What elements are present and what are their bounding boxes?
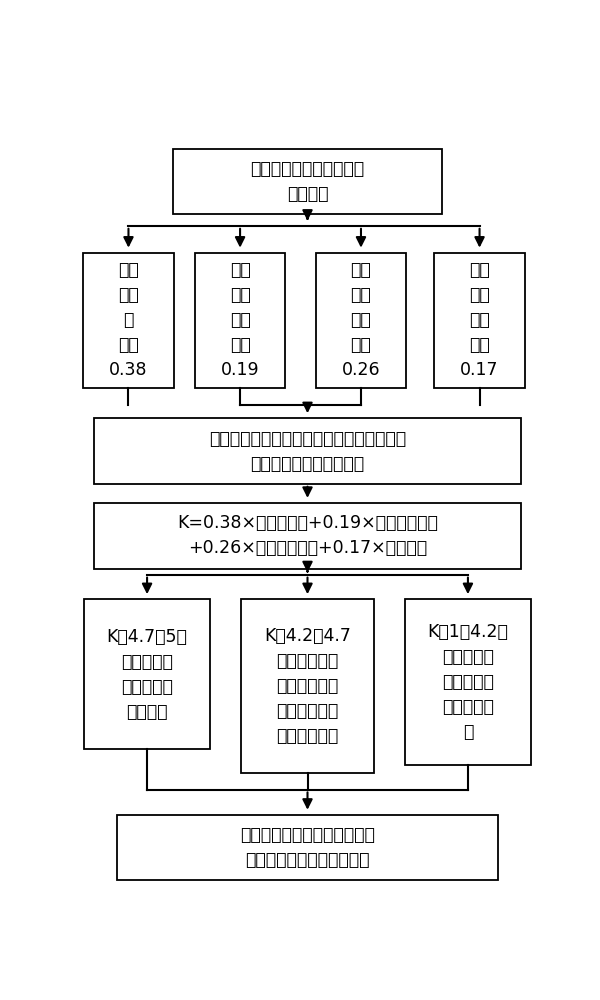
- Bar: [117, 815, 498, 880]
- Text: K为4.2～4.7
依据实际情况
考虑是否纳入
换热器群清洗
预测管理系统: K为4.2～4.7 依据实际情况 考虑是否纳入 换热器群清洗 预测管理系统: [264, 627, 351, 745]
- Text: 结垢
状况
等级
权重
0.19: 结垢 状况 等级 权重 0.19: [221, 261, 259, 379]
- Text: 清洗
难易
等级
权重
0.17: 清洗 难易 等级 权重 0.17: [460, 261, 499, 379]
- Text: 生产
重要
性
权重
0.38: 生产 重要 性 权重 0.38: [109, 261, 148, 379]
- Bar: [94, 503, 521, 569]
- Bar: [83, 253, 174, 388]
- Text: 泄漏
次数
等级
权重
0.26: 泄漏 次数 等级 权重 0.26: [341, 261, 380, 379]
- Bar: [405, 599, 531, 765]
- Text: 依据确定的各因素打分准则，对装置内每台
换热器按各因素进行打分: 依据确定的各因素打分准则，对装置内每台 换热器按各因素进行打分: [209, 430, 406, 473]
- Bar: [173, 149, 442, 214]
- Bar: [84, 599, 210, 749]
- Text: K为1～4.2时
不需纳入换
热器群清洗
预测管理系
统: K为1～4.2时 不需纳入换 热器群清洗 预测管理系 统: [427, 623, 508, 741]
- Bar: [94, 418, 521, 484]
- Bar: [241, 599, 374, 773]
- Text: 对装置中的换热器进行关
键性评价: 对装置中的换热器进行关 键性评价: [250, 160, 365, 203]
- Text: K=0.38×生产重要性+0.19×结垢状况等级
+0.26×历史泄漏等级+0.17×可清洗性: K=0.38×生产重要性+0.19×结垢状况等级 +0.26×历史泄漏等级+0.…: [177, 514, 438, 557]
- Bar: [434, 253, 525, 388]
- Text: K为4.7～5时
纳入换热器
群清洗预测
管理系统: K为4.7～5时 纳入换热器 群清洗预测 管理系统: [107, 628, 188, 721]
- Text: 确定监测换热器位置坐标及监
测管理换热器群组区域范围: 确定监测换热器位置坐标及监 测管理换热器群组区域范围: [240, 826, 375, 869]
- Bar: [316, 253, 406, 388]
- Bar: [195, 253, 286, 388]
